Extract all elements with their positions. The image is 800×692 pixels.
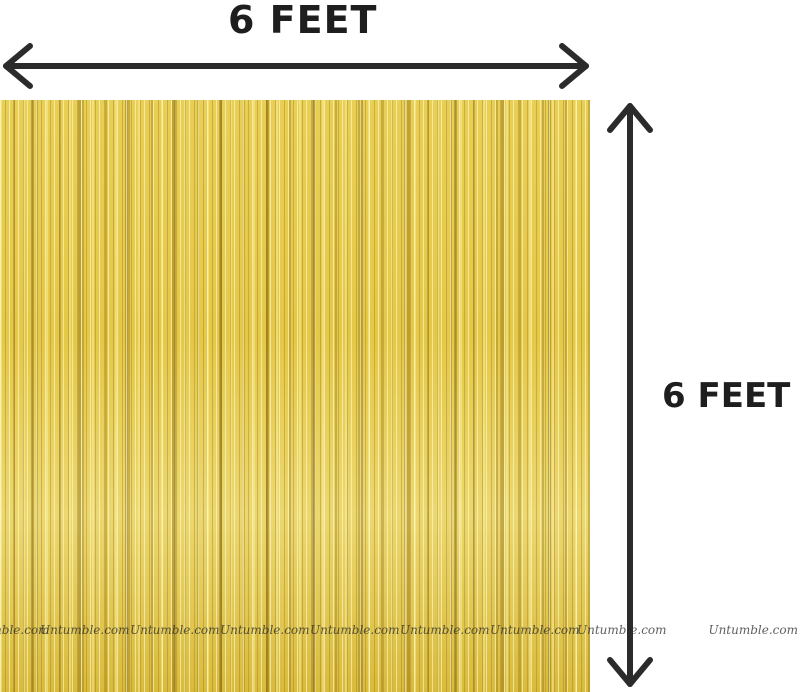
double-arrow-vertical-icon [607,103,653,687]
gold-foil-curtain-image [0,100,590,692]
watermark: Untumble.com [0,623,50,637]
watermark: Untumble.com [310,623,400,637]
watermark: Untumble.com [490,623,580,637]
watermark: Untumble.com [220,623,310,637]
watermark: Untumble.com [130,623,220,637]
double-arrow-horizontal-icon [3,43,589,89]
height-label: 6 FEET [662,376,791,416]
width-label: 6 FEET [228,0,378,42]
watermark: Untumble.com [577,623,667,637]
watermark-row: Untumble.com Untumble.com Untumble.com U… [0,623,800,643]
watermark: Untumble.com [40,623,130,637]
watermark: Untumble.com [708,623,798,637]
watermark: Untumble.com [400,623,490,637]
